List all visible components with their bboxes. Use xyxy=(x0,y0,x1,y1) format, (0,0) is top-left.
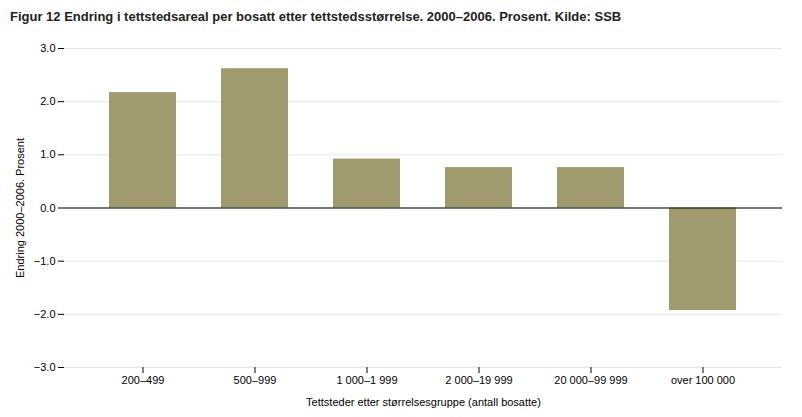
svg-text:−1.0: −1.0 xyxy=(34,255,56,267)
svg-text:−2.0: −2.0 xyxy=(34,308,56,320)
svg-text:Tettsteder etter størrelsesgru: Tettsteder etter størrelsesgruppe (antal… xyxy=(306,396,541,408)
svg-text:1.0: 1.0 xyxy=(40,148,55,160)
svg-text:2.0: 2.0 xyxy=(40,95,55,107)
html-text:Figur 12 Endring i tettstedsar: Figur 12 Endring i tettstedsareal per bo… xyxy=(10,9,622,24)
svg-text:3.0: 3.0 xyxy=(40,42,55,54)
svg-text:500–999: 500–999 xyxy=(234,374,277,386)
svg-text:1 000–1 999: 1 000–1 999 xyxy=(336,374,397,386)
svg-text:over 100 000: over 100 000 xyxy=(671,374,735,386)
svg-text:2 000–19 999: 2 000–19 999 xyxy=(445,374,512,386)
svg-text:−3.0: −3.0 xyxy=(34,361,56,373)
svg-text:Endring 2000–2006. Prosent: Endring 2000–2006. Prosent xyxy=(14,138,26,278)
svg-text:20 000–99 999: 20 000–99 999 xyxy=(554,374,627,386)
svg-text:200–499: 200–499 xyxy=(122,374,165,386)
svg-text:0.0: 0.0 xyxy=(40,202,55,214)
